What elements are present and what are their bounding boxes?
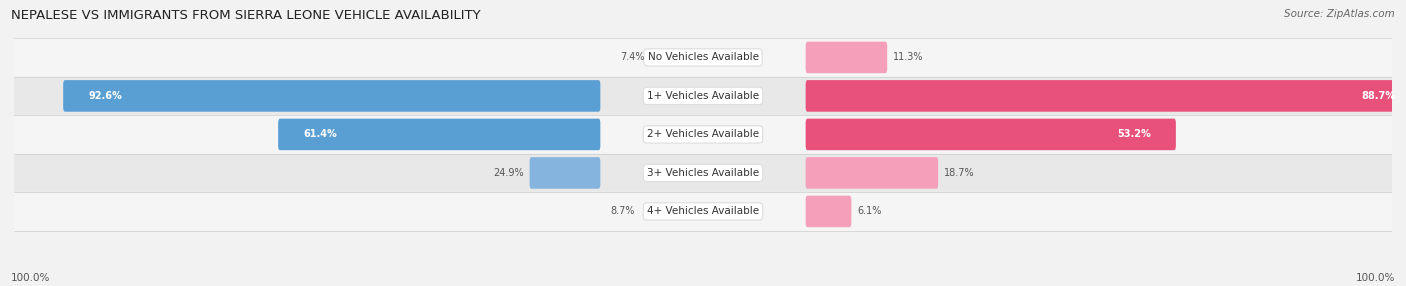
- Bar: [14, 115, 1392, 154]
- Bar: [14, 38, 1392, 77]
- Text: 6.1%: 6.1%: [858, 206, 882, 217]
- FancyBboxPatch shape: [806, 119, 1175, 150]
- Text: 3+ Vehicles Available: 3+ Vehicles Available: [647, 168, 759, 178]
- FancyBboxPatch shape: [806, 157, 938, 189]
- Text: 53.2%: 53.2%: [1116, 130, 1150, 139]
- Text: 61.4%: 61.4%: [304, 130, 337, 139]
- Bar: [14, 154, 1392, 192]
- FancyBboxPatch shape: [806, 196, 852, 227]
- Text: 4+ Vehicles Available: 4+ Vehicles Available: [647, 206, 759, 217]
- Text: Source: ZipAtlas.com: Source: ZipAtlas.com: [1284, 9, 1395, 19]
- Text: 88.7%: 88.7%: [1361, 91, 1395, 101]
- Text: 11.3%: 11.3%: [893, 52, 924, 62]
- Text: 100.0%: 100.0%: [1355, 273, 1395, 283]
- Text: 2+ Vehicles Available: 2+ Vehicles Available: [647, 130, 759, 139]
- FancyBboxPatch shape: [278, 119, 600, 150]
- Text: 7.4%: 7.4%: [620, 52, 644, 62]
- FancyBboxPatch shape: [63, 80, 600, 112]
- Text: NEPALESE VS IMMIGRANTS FROM SIERRA LEONE VEHICLE AVAILABILITY: NEPALESE VS IMMIGRANTS FROM SIERRA LEONE…: [11, 9, 481, 21]
- Text: 100.0%: 100.0%: [11, 273, 51, 283]
- Text: No Vehicles Available: No Vehicles Available: [648, 52, 758, 62]
- Bar: [14, 77, 1392, 115]
- FancyBboxPatch shape: [530, 157, 600, 189]
- Text: 92.6%: 92.6%: [89, 91, 122, 101]
- FancyBboxPatch shape: [806, 80, 1406, 112]
- Text: 1+ Vehicles Available: 1+ Vehicles Available: [647, 91, 759, 101]
- FancyBboxPatch shape: [806, 42, 887, 73]
- Text: 18.7%: 18.7%: [943, 168, 974, 178]
- Text: 24.9%: 24.9%: [494, 168, 523, 178]
- Text: 8.7%: 8.7%: [610, 206, 636, 217]
- Bar: [14, 192, 1392, 231]
